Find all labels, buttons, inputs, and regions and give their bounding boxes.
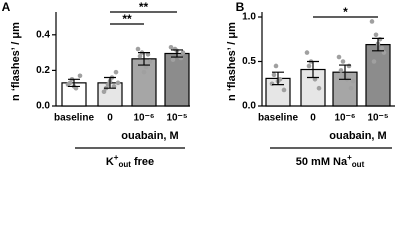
data-point [338,68,344,73]
data-point [271,72,277,78]
data-point [281,87,287,93]
condition-part: out [118,160,131,169]
data-point [304,50,310,55]
x-tick-label: 10⁻⁶ [334,113,355,124]
panel-letter: B [236,0,245,14]
panel-letter: A [2,0,11,14]
y-tick-label: 1.0 [242,12,256,23]
y-axis-title: n ‘flashes’ / μm [10,22,22,101]
condition-part: free [131,156,154,168]
data-point [373,32,379,38]
error-bar [272,71,284,86]
data-point [137,53,143,59]
data-point [379,45,385,51]
error-bar [171,49,183,58]
error-bar [372,37,384,52]
data-point [336,54,342,60]
data-point [115,80,121,86]
data-point [141,69,147,75]
figure: An ‘flashes’ / μm 0.0 0.2 0.4 baseline 0 10⁻⁶ 1… [2,0,395,169]
data-point [105,82,111,87]
y-tick-label: 0.0 [242,101,256,112]
significance-label: ** [139,0,149,14]
data-point [306,63,312,69]
data-point [135,46,141,52]
data-point [101,89,107,95]
condition-part: + [347,153,352,162]
data-point [269,81,275,87]
condition-part: + [114,153,119,162]
data-point [113,69,119,75]
data-point [350,78,356,84]
data-point [178,55,184,61]
group-label: ouabain, M [121,130,178,142]
x-tick-label: 10⁻⁵ [166,113,187,124]
bar [365,43,391,107]
x-tick-label: 10⁻⁵ [367,113,388,124]
significance-label: ** [122,12,132,26]
data-point [77,73,83,79]
data-point [348,85,354,91]
error-bar [307,60,319,79]
data-point [273,63,279,69]
x-tick-label: 0 [107,113,113,124]
data-point [340,59,346,64]
y-tick-label: 0.0 [36,101,50,112]
data-point [346,63,352,69]
condition-label: K+out free [106,153,154,169]
group-label: ouabain, M [329,130,386,142]
bar [164,52,190,107]
data-point [369,19,375,24]
data-point [316,85,322,91]
data-point [111,84,117,89]
data-point [67,80,73,86]
y-tick-label: 0.2 [36,65,50,76]
condition-part: K [106,156,114,168]
data-point [371,59,377,64]
condition-part: out [352,160,365,169]
error-bar [138,52,150,66]
x-tick-label: 0 [310,113,316,124]
condition-label: 50 mM Na+out [296,153,365,169]
y-axis-title: n ‘flashes’ / μm [226,22,238,101]
data-point [170,57,176,63]
significance-label: * [343,5,348,19]
error-bar [339,64,351,80]
data-point [381,50,387,55]
data-point [147,59,153,64]
error-bar [104,76,116,89]
x-tick-label: baseline [54,113,94,124]
error-bar [68,78,80,88]
x-tick-label: baseline [258,113,298,124]
y-tick-label: 0.5 [242,56,256,67]
data-point [145,52,151,57]
y-tick-label: 0.4 [36,29,50,40]
data-point [168,44,174,50]
x-tick-label: 10⁻⁶ [133,113,154,124]
data-point [143,64,149,70]
data-point [312,77,318,82]
data-point [180,50,186,55]
condition-part: 50 mM Na [296,156,348,168]
